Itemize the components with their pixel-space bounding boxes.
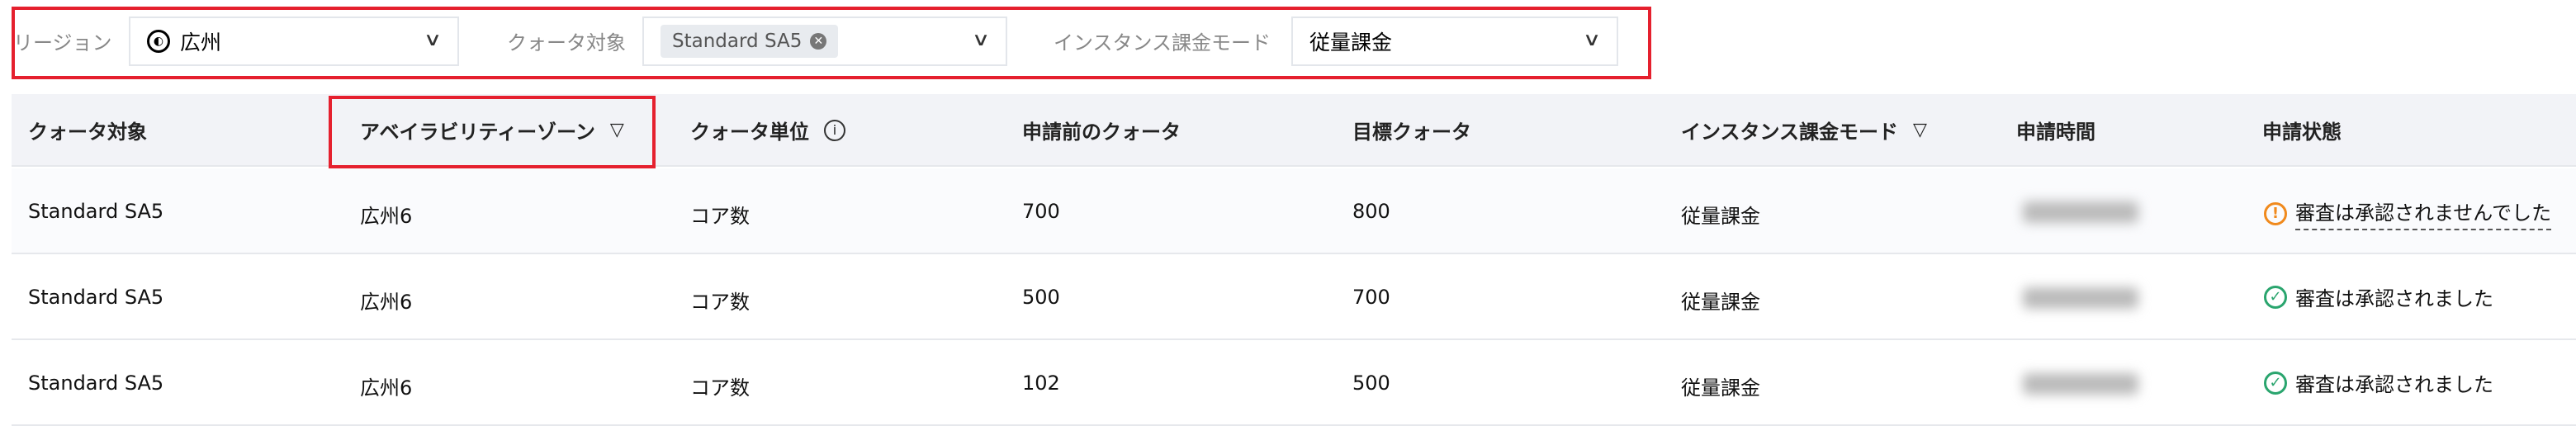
- cell-goal: 800: [1352, 200, 1390, 223]
- cell-mode: 従量課金: [1681, 291, 1760, 314]
- header-time: 申請時間: [2016, 116, 2095, 144]
- table-header: [12, 94, 2576, 167]
- cell-goal: 500: [1352, 372, 1390, 395]
- status-cell: ! 審査は承認されませんでした: [2264, 196, 2552, 230]
- billing-mode-label: インスタンス課金モード: [1054, 31, 1271, 54]
- cell-before: 102: [1022, 372, 1060, 395]
- cell-mode: 従量課金: [1681, 376, 1760, 400]
- blurred-time: [2023, 373, 2138, 395]
- header-goal: 目標クォータ: [1352, 116, 1471, 144]
- status-text: 審査は承認されました: [2295, 373, 2493, 396]
- quota-target-label: クォータ対象: [507, 31, 626, 54]
- chevron-down-icon: ∨: [423, 30, 443, 50]
- cell-mode: 従量課金: [1681, 205, 1760, 228]
- status-text[interactable]: 審査は承認されませんでした: [2295, 196, 2552, 230]
- quota-target-tag: Standard SA5 ✕: [661, 25, 839, 58]
- quota-target-select[interactable]: Standard SA5 ✕ ∨: [642, 17, 1007, 66]
- cell-zone: 広州6: [360, 291, 413, 314]
- chevron-down-icon: ∨: [1582, 30, 1602, 50]
- cell-unit: コア数: [690, 376, 750, 400]
- header-label: 申請時間: [2016, 121, 2095, 144]
- cell-before: 500: [1022, 286, 1060, 309]
- cell-goal: 700: [1352, 286, 1390, 309]
- check-circle-icon: ✓: [2264, 371, 2287, 395]
- cell-target: Standard SA5: [28, 286, 164, 309]
- cell-target: Standard SA5: [28, 200, 164, 223]
- status-cell: ✓ 審査は承認されました: [2264, 282, 2493, 311]
- header-before: 申請前のクォータ: [1022, 116, 1181, 144]
- header-zone: アベイラビリティーゾーン ▽: [360, 116, 624, 144]
- header-label: インスタンス課金モード: [1681, 121, 1899, 144]
- region-select[interactable]: ◐ 広州 ∨: [129, 17, 459, 66]
- filter-icon[interactable]: ▽: [1913, 120, 1927, 140]
- filter-highlight-box: [12, 7, 1651, 79]
- cell-zone: 広州6: [360, 205, 413, 228]
- tag-label: Standard SA5: [672, 31, 803, 52]
- status-text: 審査は承認されました: [2295, 287, 2493, 310]
- zone-header-highlight: [329, 96, 656, 168]
- check-circle-icon: ✓: [2264, 285, 2287, 309]
- header-label: クォータ対象: [28, 121, 147, 144]
- tag-remove-icon[interactable]: ✕: [810, 33, 827, 50]
- cell-target: Standard SA5: [28, 372, 164, 395]
- info-icon[interactable]: i: [824, 119, 845, 141]
- chevron-down-icon: ∨: [971, 30, 991, 50]
- header-status: 申請状態: [2262, 116, 2342, 144]
- filter-icon[interactable]: ▽: [609, 120, 624, 140]
- header-billing-mode: インスタンス課金モード ▽: [1681, 116, 1927, 144]
- table-row: [12, 254, 2576, 340]
- header-label: クォータ単位: [690, 121, 809, 144]
- table-row: [12, 168, 2576, 254]
- status-cell: ✓ 審査は承認されました: [2264, 368, 2493, 397]
- cell-zone: 広州6: [360, 376, 413, 400]
- region-label: リージョン: [13, 31, 112, 54]
- blurred-time: [2023, 287, 2138, 309]
- header-label: アベイラビリティーゾーン: [360, 121, 595, 144]
- billing-mode-value: 従量課金: [1309, 31, 1393, 54]
- cell-unit: コア数: [690, 291, 750, 314]
- header-label: 申請前のクォータ: [1022, 121, 1181, 144]
- cell-unit: コア数: [690, 205, 750, 228]
- cell-before: 700: [1022, 200, 1060, 223]
- header-unit: クォータ単位 i: [690, 116, 845, 144]
- globe-icon: ◐: [147, 30, 170, 53]
- blurred-time: [2023, 201, 2138, 223]
- billing-mode-select[interactable]: 従量課金 ∨: [1291, 17, 1618, 66]
- header-label: 申請状態: [2262, 121, 2342, 144]
- header-label: 目標クォータ: [1352, 121, 1471, 144]
- header-quota-target: クォータ対象: [28, 116, 147, 144]
- warning-icon: !: [2264, 201, 2287, 225]
- region-value: 広州: [180, 31, 222, 54]
